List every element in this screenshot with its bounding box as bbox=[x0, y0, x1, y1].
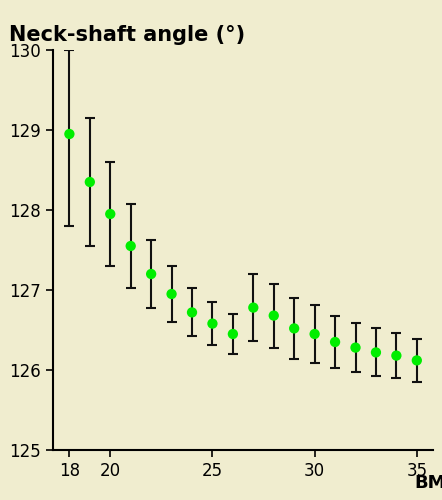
Point bbox=[291, 324, 298, 332]
Point bbox=[86, 178, 93, 186]
Point bbox=[373, 348, 380, 356]
Point bbox=[352, 344, 359, 351]
Point bbox=[127, 242, 134, 250]
Point bbox=[229, 330, 236, 338]
Point bbox=[270, 312, 277, 320]
Point bbox=[66, 130, 73, 138]
Point bbox=[168, 290, 175, 298]
Point bbox=[209, 320, 216, 328]
Point bbox=[332, 338, 339, 346]
Text: Neck-shaft angle (°): Neck-shaft angle (°) bbox=[9, 25, 245, 45]
Point bbox=[413, 356, 420, 364]
Point bbox=[188, 308, 195, 316]
Point bbox=[107, 210, 114, 218]
X-axis label: BMI: BMI bbox=[414, 474, 442, 492]
Point bbox=[311, 330, 318, 338]
Point bbox=[393, 352, 400, 360]
Point bbox=[250, 304, 257, 312]
Point bbox=[148, 270, 155, 278]
